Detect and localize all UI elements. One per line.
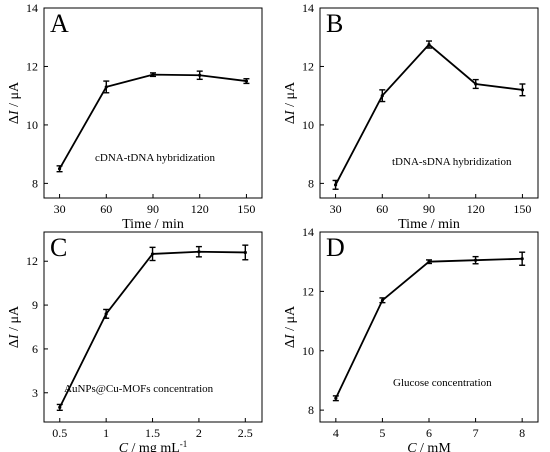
panel-annotation: cDNA-tDNA hybridization (95, 152, 216, 164)
data-point (333, 183, 338, 187)
data-point (57, 167, 62, 171)
x-tick-label: 30 (54, 202, 66, 216)
panel-letter: C (50, 233, 67, 262)
plot-frame (319, 7, 539, 199)
data-point (244, 79, 249, 83)
data-point (334, 396, 338, 400)
panel-c: 0.5 1 1.5 2 2.5 3 6 9 12 C / mg mL-1 ΔI / μA C AuNPs… (7, 231, 263, 452)
data-point (380, 94, 384, 98)
x-tick-label: 150 (237, 202, 255, 216)
y-tick-label: 14 (302, 225, 314, 239)
data-point (474, 82, 478, 86)
y-axis-label: ΔI / μA (7, 305, 22, 348)
data-point (151, 73, 155, 77)
panel-annotation: AuNPs@Cu-MOFs concentration (64, 383, 214, 395)
data-point (150, 252, 155, 256)
x-tick-label: 0.5 (52, 426, 67, 440)
y-tick-label: 8 (308, 176, 314, 190)
x-tick-label: 120 (191, 202, 209, 216)
panel-a: 30 60 90 120 150 8 10 12 14 Time / min ΔI / μA AcDN… (7, 1, 263, 232)
y-tick-label: 6 (32, 342, 38, 356)
x-tick-label: 90 (147, 202, 159, 216)
y-axis-label: ΔI / μA (283, 305, 298, 348)
x-axis-label: Time / min (398, 217, 460, 232)
data-point (243, 250, 247, 255)
data-point (197, 250, 201, 254)
y-tick-label: 12 (302, 59, 314, 73)
panel-annotation: Glucose concentration (393, 377, 492, 389)
panel-letter: B (326, 9, 343, 38)
data-point (427, 42, 431, 47)
x-tick-label: 7 (473, 426, 479, 440)
y-tick-label: 10 (302, 118, 314, 132)
panel-annotation: tDNA-sDNA hybridization (392, 156, 512, 168)
y-tick-label: 8 (32, 176, 38, 190)
data-point (473, 258, 478, 262)
x-axis-label: C / mg mL-1 (119, 439, 188, 452)
data-point (520, 88, 525, 92)
y-tick-label: 12 (26, 59, 38, 73)
x-tick-label: 90 (423, 202, 435, 216)
x-tick-label: 6 (426, 426, 432, 440)
data-point (198, 73, 202, 77)
y-tick-label: 3 (32, 386, 38, 400)
data-point (427, 260, 431, 264)
panel-b: 30 60 90 120 150 8 10 12 14 Time / min ΔI / μA BtDN… (283, 1, 539, 232)
y-tick-label: 12 (26, 254, 38, 268)
y-tick-label: 10 (302, 344, 314, 358)
y-tick-label: 8 (308, 403, 314, 417)
y-tick-label: 12 (302, 284, 314, 298)
x-tick-label: 150 (513, 202, 531, 216)
panel-letter: A (50, 9, 69, 38)
x-tick-label: 5 (379, 426, 385, 440)
y-tick-label: 14 (302, 1, 314, 15)
panel-letter: D (326, 233, 345, 262)
x-axis-label: Time / min (122, 217, 184, 232)
x-tick-label: 1.5 (145, 426, 160, 440)
data-point (58, 405, 62, 409)
plot-frame (43, 7, 263, 199)
data-point (104, 312, 108, 316)
data-point (104, 85, 108, 89)
data-point (380, 298, 385, 302)
x-axis-label: C / mM (407, 441, 451, 452)
panel-d: 4 5 6 7 8 8 10 12 14 C / mM ΔI / μA D Glucose concen… (283, 225, 539, 452)
x-tick-label: 1 (103, 426, 109, 440)
x-tick-label: 8 (519, 426, 525, 440)
x-tick-label: 60 (100, 202, 112, 216)
y-tick-label: 9 (32, 298, 38, 312)
y-tick-label: 14 (26, 1, 38, 15)
x-tick-label: 120 (467, 202, 485, 216)
data-point (520, 257, 524, 261)
x-tick-label: 60 (376, 202, 388, 216)
x-tick-label: 2.5 (238, 426, 253, 440)
x-tick-label: 2 (196, 426, 202, 440)
y-axis-label: ΔI / μA (283, 81, 298, 124)
y-axis-label: ΔI / μA (7, 81, 22, 124)
x-tick-label: 4 (333, 426, 339, 440)
x-tick-label: 30 (330, 202, 342, 216)
y-tick-label: 10 (26, 118, 38, 132)
